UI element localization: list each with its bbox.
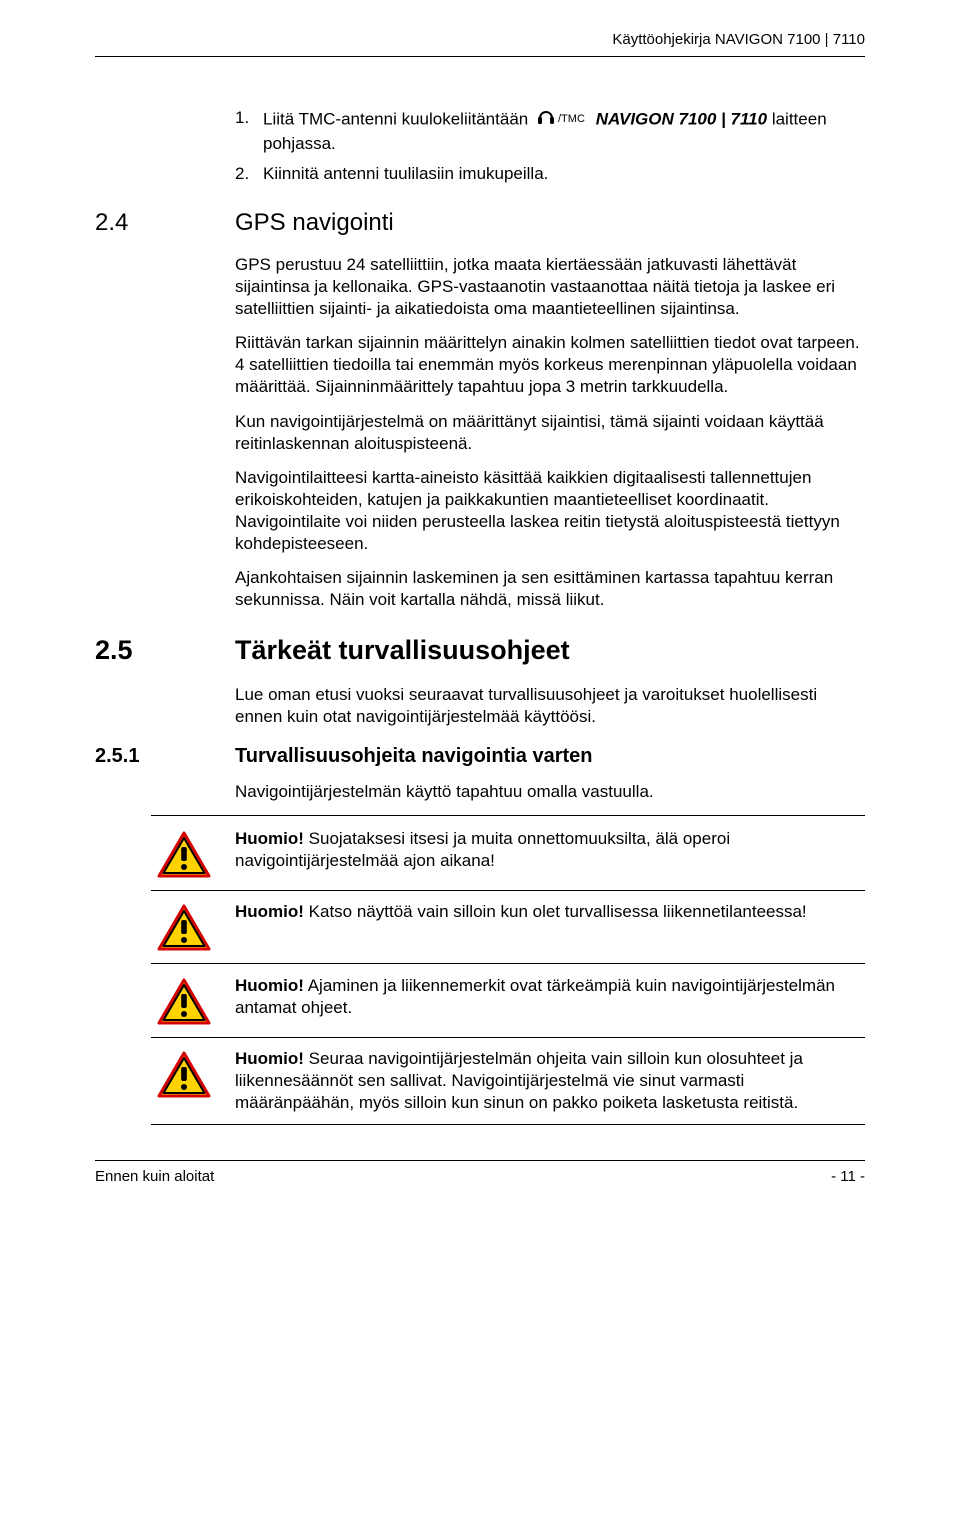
warning-text: Huomio! Ajaminen ja liikennemerkit ovat … [235, 973, 865, 1019]
warning-lead: Huomio! [235, 902, 304, 921]
warning-body: Ajaminen ja liikennemerkit ovat tärkeämp… [235, 976, 835, 1017]
paragraph: GPS perustuu 24 satelliittiin, jotka maa… [235, 254, 865, 320]
section-heading: 2.4 GPS navigointi [95, 207, 865, 238]
footer-left: Ennen kuin aloitat [95, 1167, 214, 1187]
warning-body: Suojataksesi itsesi ja muita onnettomuuk… [235, 829, 730, 870]
warning-block: Huomio! Suojataksesi itsesi ja muita onn… [151, 815, 865, 891]
section-body: GPS perustuu 24 satelliittiin, jotka maa… [235, 254, 865, 611]
list-number: 2. [235, 163, 263, 185]
paragraph: Lue oman etusi vuoksi seuraavat turvalli… [235, 684, 865, 728]
section-body: Navigointijärjestelmän käyttö tapahtuu o… [235, 781, 865, 803]
warning-lead: Huomio! [235, 1049, 304, 1068]
text-fragment: Liitä TMC-antenni kuulokeliitäntään [263, 109, 528, 128]
intro-list: 1. Liitä TMC-antenni kuulokeliitäntään /… [235, 107, 865, 185]
product-name: NAVIGON 7100 | 7110 [596, 109, 767, 128]
warning-lead: Huomio! [235, 829, 304, 848]
warning-block: Huomio! Seuraa navigointijärjestelmän oh… [151, 1036, 865, 1125]
paragraph: Navigointijärjestelmän käyttö tapahtuu o… [235, 781, 865, 803]
paragraph: Navigointilaitteesi kartta-aineisto käsi… [235, 467, 865, 555]
warning-body: Katso näyttöä vain silloin kun olet turv… [304, 902, 807, 921]
footer-rule [95, 1160, 865, 1161]
warning-icon [151, 899, 217, 953]
paragraph: Ajankohtaisen sijainnin laskeminen ja se… [235, 567, 865, 611]
warning-text: Huomio! Katso näyttöä vain silloin kun o… [235, 899, 865, 923]
warning-text: Huomio! Seuraa navigointijärjestelmän oh… [235, 1046, 865, 1114]
svg-text:/TMC: /TMC [558, 113, 585, 125]
footer-page-number: - 11 - [831, 1167, 865, 1187]
warning-icon [151, 826, 217, 880]
section-title: Tärkeät turvallisuusohjeet [235, 633, 570, 668]
subsection-title: Turvallisuusohjeita navigointia varten [235, 743, 593, 769]
list-item: 2. Kiinnitä antenni tuulilasiin imukupei… [235, 163, 865, 185]
list-number: 1. [235, 107, 263, 155]
page-header: Käyttöohjekirja NAVIGON 7100 | 7110 [95, 30, 865, 50]
list-text: Kiinnitä antenni tuulilasiin imukupeilla… [263, 163, 865, 185]
list-item: 1. Liitä TMC-antenni kuulokeliitäntään /… [235, 107, 865, 155]
warning-block: Huomio! Katso näyttöä vain silloin kun o… [151, 889, 865, 964]
page-footer: Ennen kuin aloitat - 11 - [95, 1167, 865, 1187]
section-number: 2.4 [95, 207, 235, 238]
paragraph: Riittävän tarkan sijainnin määrittelyn a… [235, 332, 865, 398]
section-number: 2.5 [95, 633, 235, 668]
list-text: Liitä TMC-antenni kuulokeliitäntään /TMC… [263, 107, 865, 155]
headphone-tmc-icon: /TMC [536, 107, 588, 133]
header-rule [95, 56, 865, 57]
section-title: GPS navigointi [235, 207, 394, 238]
subsection-number: 2.5.1 [95, 743, 235, 769]
warning-lead: Huomio! [235, 976, 304, 995]
warning-body: Seuraa navigointijärjestelmän ohjeita va… [235, 1049, 803, 1112]
warning-text: Huomio! Suojataksesi itsesi ja muita onn… [235, 826, 865, 872]
section-body: Lue oman etusi vuoksi seuraavat turvalli… [235, 684, 865, 728]
section-heading: 2.5 Tärkeät turvallisuusohjeet [95, 633, 865, 668]
warning-icon [151, 973, 217, 1027]
warning-block: Huomio! Ajaminen ja liikennemerkit ovat … [151, 963, 865, 1038]
warning-icon [151, 1046, 217, 1100]
paragraph: Kun navigointijärjestelmä on määrittänyt… [235, 411, 865, 455]
subsection-heading: 2.5.1 Turvallisuusohjeita navigointia va… [95, 743, 865, 769]
